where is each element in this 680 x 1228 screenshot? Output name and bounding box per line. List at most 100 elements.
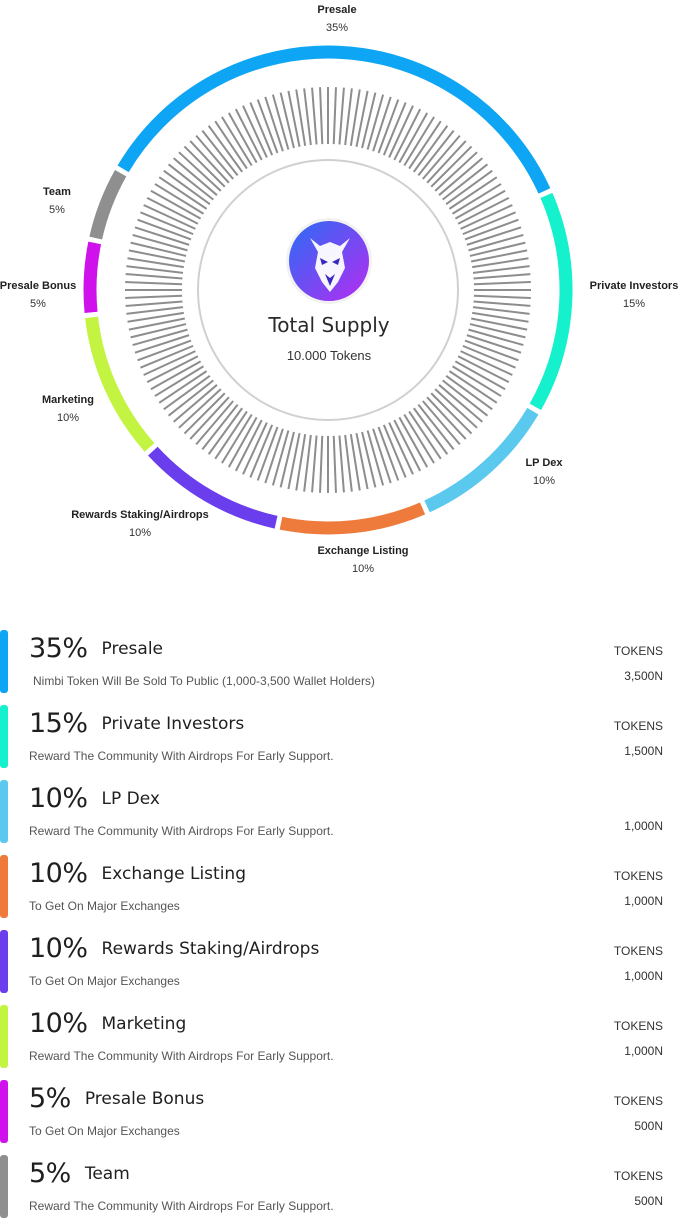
tick-mark xyxy=(377,426,400,481)
tick-mark xyxy=(134,334,190,354)
allocation-percent: 5% Team xyxy=(29,1157,130,1194)
tick-mark xyxy=(163,169,211,205)
allocation-amount: 3,500N xyxy=(624,669,663,683)
tick-mark xyxy=(150,360,202,391)
tick-mark xyxy=(311,435,318,493)
allocation-color-bar xyxy=(0,1155,8,1218)
allocation-percent-value: 5% xyxy=(29,1083,71,1114)
tick-mark xyxy=(349,89,361,146)
tick-mark xyxy=(417,404,455,451)
tick-mark xyxy=(344,434,353,492)
tick-mark xyxy=(303,434,312,492)
tick-mark xyxy=(158,370,208,404)
allocation-unit: TOKENS xyxy=(613,1169,663,1183)
tick-mark xyxy=(126,306,184,315)
tick-mark xyxy=(140,211,194,236)
tick-mark xyxy=(338,435,345,493)
tick-mark xyxy=(469,241,526,257)
tick-mark xyxy=(473,294,531,299)
tick-mark xyxy=(408,120,442,170)
tick-mark xyxy=(445,375,493,411)
inner-ring xyxy=(197,159,459,421)
allocation-name: Exchange Listing xyxy=(101,864,246,884)
tick-mark xyxy=(137,218,192,241)
tick-mark xyxy=(426,396,467,440)
allocation-percent-value: 10% xyxy=(29,1008,88,1039)
tick-mark xyxy=(422,134,461,180)
segment-arc-presale-bonus xyxy=(83,241,102,314)
allocation-color-bar xyxy=(0,1005,8,1068)
tick-mark xyxy=(382,102,407,156)
tick-mark xyxy=(413,125,449,173)
tick-mark xyxy=(473,300,531,307)
tick-mark xyxy=(403,116,435,167)
allocation-amount: 1,000N xyxy=(624,894,663,908)
allocation-row: 10% LP Dex Reward The Community With Airdr… xyxy=(0,778,680,843)
tick-mark xyxy=(388,105,414,158)
allocation-row: 35% Presale Nimbi Token Will Be Sold To Pu… xyxy=(0,628,680,693)
allocation-color-bar xyxy=(0,930,8,993)
tick-mark xyxy=(413,407,449,455)
tick-mark xyxy=(271,430,290,486)
tick-mark xyxy=(460,350,513,376)
allocation-percent: 35% Presale xyxy=(29,632,163,669)
tick-mark xyxy=(422,400,461,446)
tick-mark xyxy=(349,434,361,491)
segment-percent: 5% xyxy=(30,298,46,310)
tick-mark xyxy=(146,355,199,384)
tick-mark xyxy=(451,365,502,397)
tick-mark xyxy=(319,435,324,493)
tick-mark xyxy=(178,151,222,192)
tick-mark xyxy=(126,265,184,274)
tick-mark xyxy=(434,388,478,429)
allocation-percent-value: 5% xyxy=(29,1158,71,1189)
segment-label: Presale xyxy=(317,4,356,16)
tick-mark xyxy=(398,416,429,468)
allocation-amount: 1,000N xyxy=(624,1044,663,1058)
tick-mark xyxy=(134,226,190,246)
allocation-description: Reward The Community With Airdrops For E… xyxy=(29,749,334,763)
tick-mark xyxy=(214,120,248,170)
tick-mark xyxy=(163,375,211,411)
allocation-color-bar xyxy=(0,780,8,843)
tick-mark xyxy=(393,108,422,161)
tick-mark xyxy=(355,90,369,148)
tick-mark xyxy=(201,404,239,451)
allocation-description: Reward The Community With Airdrops For E… xyxy=(29,1199,334,1213)
tick-mark xyxy=(408,410,442,460)
allocation-unit: TOKENS xyxy=(613,944,663,958)
tick-mark xyxy=(143,204,196,230)
tick-mark xyxy=(271,94,290,150)
allocation-unit: TOKENS xyxy=(613,644,663,658)
allocation-percent: 10% Rewards Staking/Airdrops xyxy=(29,932,319,969)
tick-mark xyxy=(227,112,258,164)
allocation-percent: 10% LP Dex xyxy=(29,782,160,819)
tick-mark xyxy=(473,281,531,286)
tick-mark xyxy=(372,428,392,484)
segment-label: Presale Bonus xyxy=(0,280,76,292)
tick-mark xyxy=(132,328,188,347)
allocation-name: Team xyxy=(84,1164,130,1184)
allocation-percent: 10% Exchange Listing xyxy=(29,857,246,894)
tick-mark xyxy=(127,257,184,269)
tick-mark xyxy=(448,176,498,210)
allocation-row: 10% Exchange Listing To Get On Major Excha… xyxy=(0,853,680,918)
tick-mark xyxy=(451,183,502,215)
tick-mark xyxy=(303,88,312,146)
allocation-amount: 500N xyxy=(634,1194,663,1208)
tick-mark xyxy=(287,90,301,148)
tick-mark xyxy=(473,273,531,280)
tick-mark xyxy=(167,379,214,417)
segment-label: Exchange Listing xyxy=(317,545,408,557)
allocation-description: To Get On Major Exchanges xyxy=(29,974,180,988)
allocation-description: Reward The Community With Airdrops For E… xyxy=(29,1049,334,1063)
tick-mark xyxy=(140,344,194,369)
tick-mark xyxy=(242,422,268,475)
allocation-row: 15% Private Investors Reward The Community… xyxy=(0,703,680,768)
tick-mark xyxy=(388,422,414,475)
tick-mark xyxy=(256,99,279,154)
tick-mark xyxy=(183,145,226,188)
tick-mark xyxy=(466,334,522,354)
tick-mark xyxy=(150,189,202,220)
allocation-percent-value: 35% xyxy=(29,633,88,664)
